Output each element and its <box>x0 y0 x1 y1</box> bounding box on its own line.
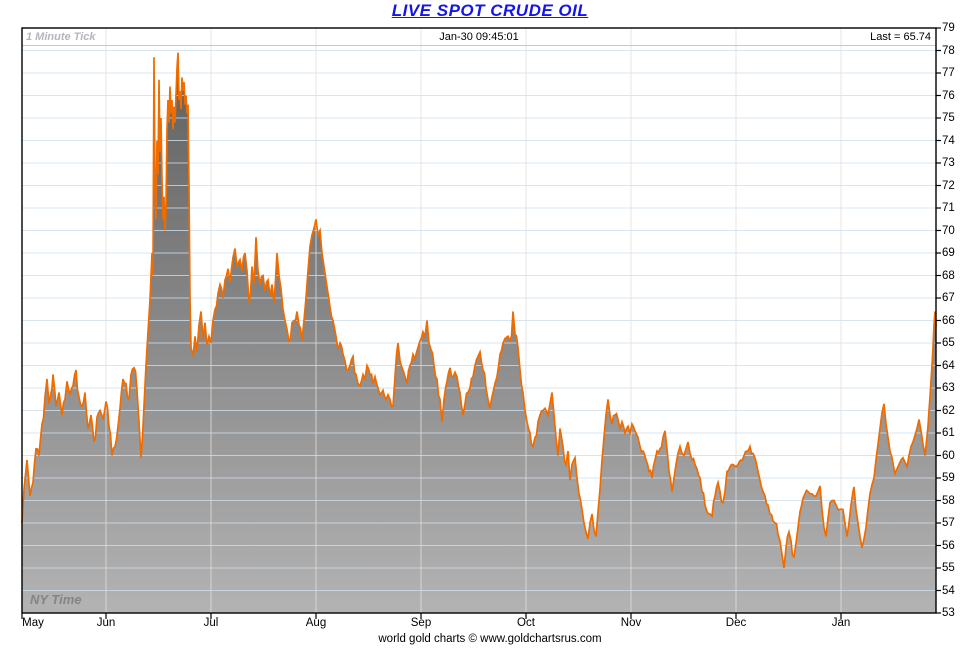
y-tick-label: 70 <box>942 224 955 237</box>
y-tick-label: 56 <box>942 539 955 552</box>
chart-timestamp: Jan-30 09:45:01 <box>439 31 519 43</box>
y-tick-label: 58 <box>942 494 955 507</box>
y-tick-label: 68 <box>942 269 955 282</box>
y-tick-label: 77 <box>942 67 955 79</box>
y-tick-label: 60 <box>942 449 955 462</box>
y-tick-label: 65 <box>942 337 955 349</box>
x-tick-label: May <box>22 617 44 629</box>
y-tick-label: 76 <box>942 89 955 102</box>
y-tick-label: 69 <box>942 247 955 259</box>
y-tick-label: 64 <box>942 359 955 372</box>
y-tick-label: 79 <box>942 22 955 34</box>
area-fill <box>22 52 936 613</box>
x-tick-label: Oct <box>517 617 535 629</box>
x-tick-label: Jun <box>96 617 116 629</box>
y-tick-label: 61 <box>942 427 955 439</box>
y-tick-label: 78 <box>942 44 955 57</box>
x-tick-label: Nov <box>620 617 642 629</box>
x-tick-label: Dec <box>725 617 747 629</box>
y-tick-label: 72 <box>942 179 955 192</box>
price-line <box>21 52 937 569</box>
x-tick-label: Aug <box>305 617 327 629</box>
y-tick-label: 54 <box>942 584 955 597</box>
y-tick-label: 55 <box>942 562 955 574</box>
resolution-label: 1 Minute Tick <box>26 31 96 43</box>
y-tick-label: 53 <box>942 607 955 619</box>
x-tick-label: Jul <box>203 617 219 629</box>
footer-credit: world gold charts © www.goldchartsrus.co… <box>378 633 602 645</box>
y-tick-label: 73 <box>942 157 955 169</box>
last-value-label: Last = 65.74 <box>870 31 931 43</box>
x-tick-label: Sep <box>410 617 432 629</box>
y-tick-label: 59 <box>942 472 955 484</box>
y-tick-label: 67 <box>942 292 955 304</box>
y-tick-label: 66 <box>942 314 955 327</box>
y-tick-label: 71 <box>942 202 955 214</box>
y-tick-label: 57 <box>942 517 955 529</box>
page-title: LIVE SPOT CRUDE OIL <box>391 1 589 20</box>
y-tick-label: 62 <box>942 404 955 417</box>
axis-ticks <box>21 27 941 619</box>
ny-time-watermark: NY Time <box>30 592 82 607</box>
gridlines <box>22 28 936 613</box>
y-tick-label: 74 <box>942 134 955 147</box>
y-tick-label: 75 <box>942 112 955 124</box>
y-tick-label: 63 <box>942 382 955 394</box>
x-tick-label: Jan <box>831 617 851 629</box>
